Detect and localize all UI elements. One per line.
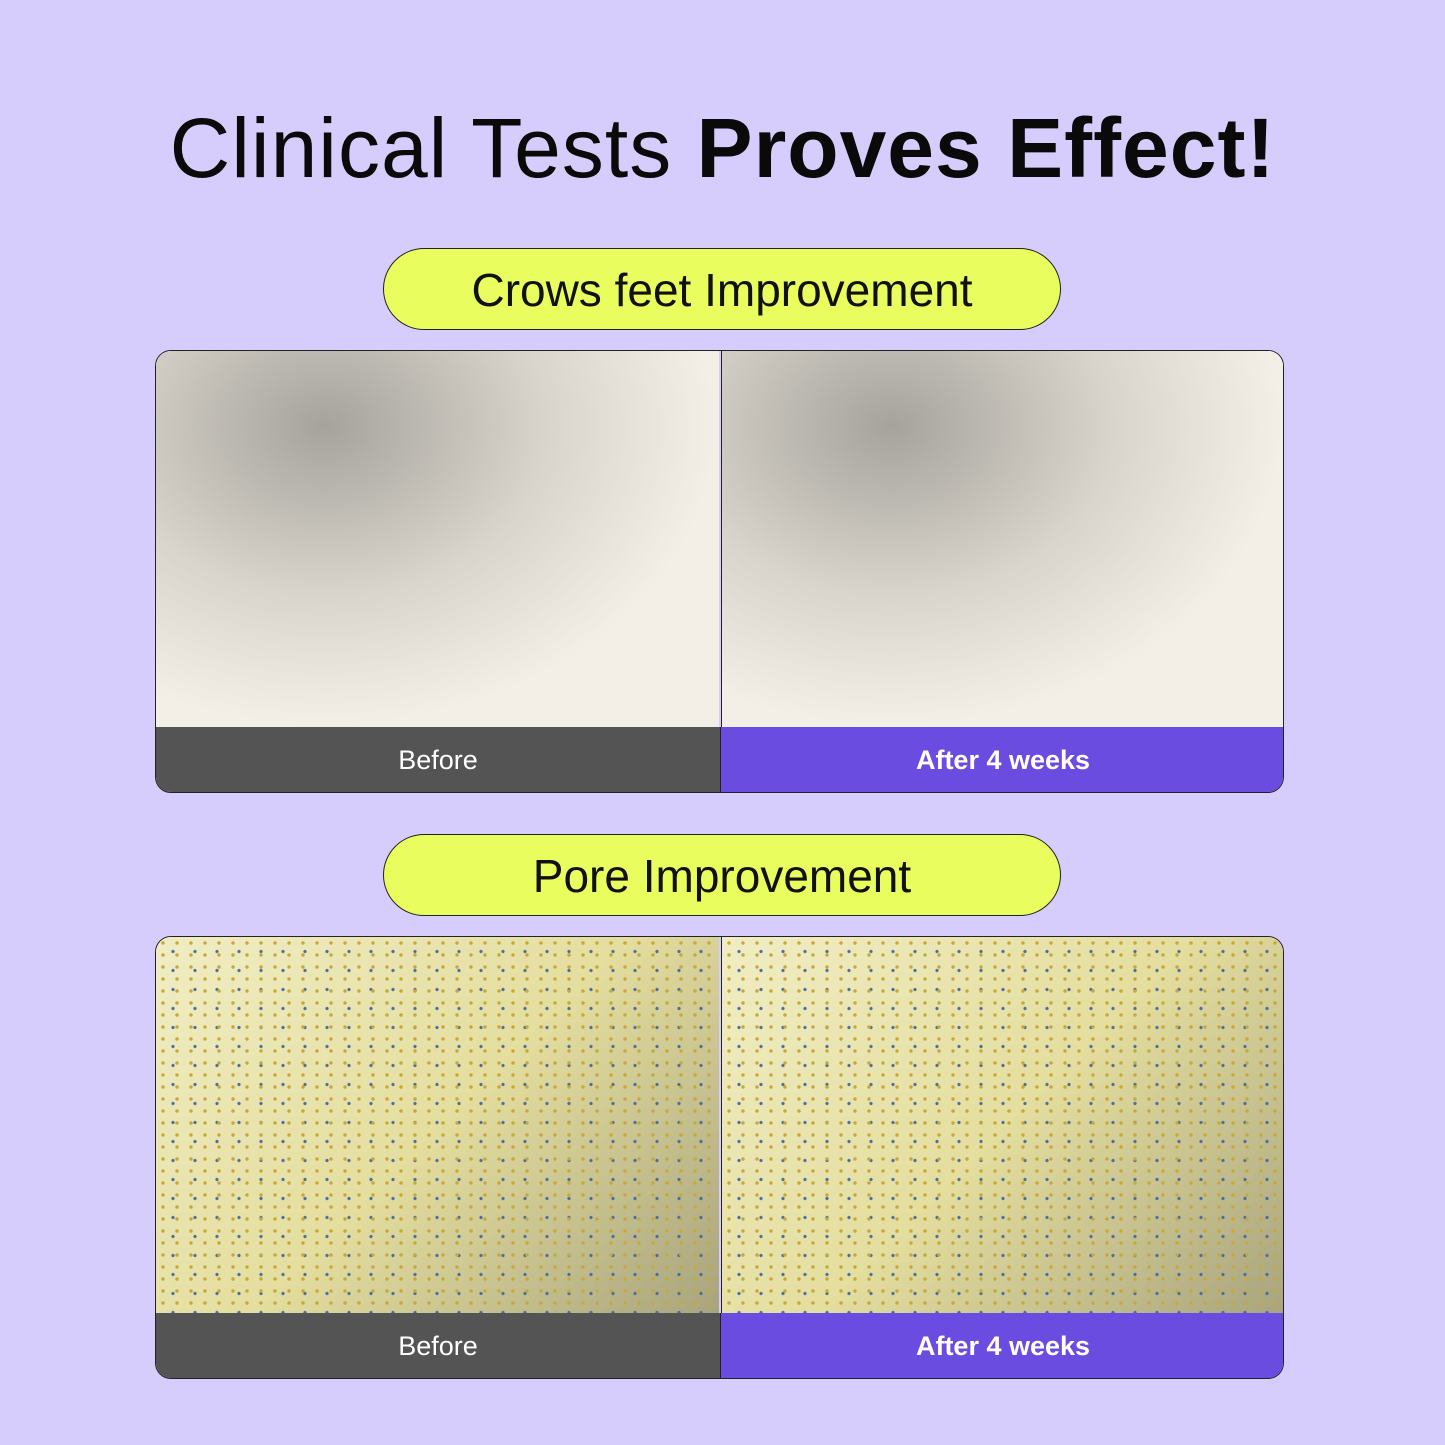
section-heading-pore: Pore Improvement bbox=[383, 834, 1061, 916]
before-wrinkle-image bbox=[156, 351, 719, 727]
after-label: After 4 weeks bbox=[720, 1313, 1283, 1378]
crows-feet-comparison: Before After 4 weeks bbox=[155, 350, 1284, 793]
after-label: After 4 weeks bbox=[720, 727, 1283, 792]
page-title: Clinical Tests Proves Effect! bbox=[0, 100, 1445, 197]
before-pore-image bbox=[156, 937, 719, 1313]
after-pore-image bbox=[721, 937, 1283, 1313]
before-label: Before bbox=[156, 1313, 720, 1378]
pore-comparison: Before After 4 weeks bbox=[155, 936, 1284, 1379]
section-heading-crows-feet: Crows feet Improvement bbox=[383, 248, 1061, 330]
after-wrinkle-image bbox=[721, 351, 1283, 727]
title-part2: Proves Effect! bbox=[696, 101, 1276, 195]
before-label: Before bbox=[156, 727, 720, 792]
title-part1: Clinical Tests bbox=[169, 101, 673, 195]
